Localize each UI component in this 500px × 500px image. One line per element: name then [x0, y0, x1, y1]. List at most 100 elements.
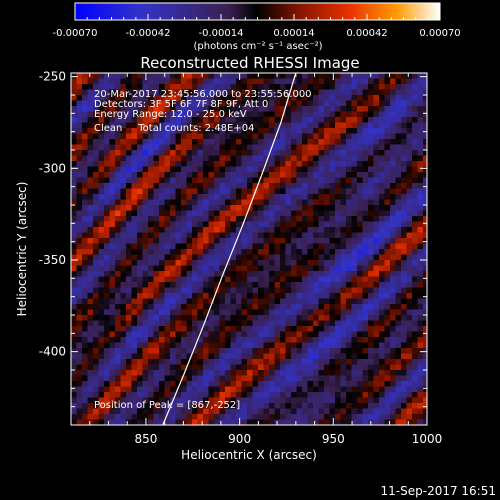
heatmap-pixel: [346, 276, 352, 283]
heatmap-pixel: [131, 331, 138, 338]
heatmap-pixel: [93, 128, 99, 134]
heatmap-pixel: [225, 249, 231, 255]
heatmap-pixel: [181, 133, 187, 140]
heatmap-pixel: [395, 359, 402, 365]
heatmap-pixel: [126, 276, 132, 283]
heatmap-pixel: [307, 155, 314, 162]
heatmap-pixel: [71, 221, 77, 228]
heatmap-pixel: [258, 342, 264, 349]
heatmap-pixel: [230, 166, 237, 173]
heatmap-pixel: [296, 144, 303, 151]
heatmap-pixel: [170, 122, 176, 129]
heatmap-pixel: [170, 359, 176, 365]
heatmap-pixel: [324, 260, 330, 266]
heatmap-pixel: [362, 287, 369, 294]
heatmap-pixel: [98, 331, 105, 338]
heatmap-pixel: [401, 106, 407, 112]
heatmap-pixel: [252, 381, 259, 387]
heatmap-pixel: [120, 128, 127, 134]
heatmap-pixel: [93, 359, 99, 365]
heatmap-pixel: [362, 161, 369, 167]
heatmap-pixel: [186, 205, 193, 211]
heatmap-pixel: [318, 227, 325, 233]
heatmap-pixel: [104, 320, 110, 327]
heatmap-pixel: [225, 254, 231, 261]
heatmap-pixel: [313, 84, 319, 90]
heatmap-pixel: [423, 194, 427, 200]
heatmap-pixel: [357, 221, 363, 228]
heatmap-pixel: [186, 106, 193, 112]
heatmap-pixel: [362, 331, 369, 338]
heatmap-pixel: [104, 364, 110, 371]
heatmap-pixel: [390, 298, 396, 305]
heatmap-pixel: [252, 95, 259, 101]
heatmap-pixel: [269, 298, 275, 305]
heatmap-pixel: [417, 381, 424, 387]
heatmap-pixel: [192, 403, 198, 409]
heatmap-pixel: [197, 221, 204, 228]
heatmap-pixel: [104, 243, 110, 250]
heatmap-pixel: [417, 95, 424, 101]
heatmap-pixel: [142, 100, 149, 107]
heatmap-pixel: [236, 370, 242, 376]
heatmap-pixel: [219, 320, 226, 327]
heatmap-pixel: [406, 315, 413, 321]
heatmap-pixel: [318, 249, 325, 255]
heatmap-pixel: [274, 106, 281, 112]
heatmap-pixel: [104, 403, 110, 409]
heatmap-pixel: [318, 326, 325, 332]
heatmap-pixel: [395, 84, 402, 90]
heatmap-pixel: [395, 326, 402, 332]
heatmap-pixel: [318, 265, 325, 272]
heatmap-pixel: [142, 331, 149, 338]
heatmap-pixel: [302, 227, 308, 233]
heatmap-pixel: [258, 364, 264, 371]
heatmap-pixel: [263, 205, 270, 211]
heatmap-pixel: [379, 386, 385, 393]
heatmap-pixel: [164, 166, 171, 173]
heatmap-pixel: [98, 320, 105, 327]
heatmap-pixel: [115, 183, 121, 189]
heatmap-pixel: [186, 397, 193, 404]
heatmap-pixel: [71, 276, 77, 283]
heatmap-pixel: [192, 188, 198, 195]
heatmap-pixel: [324, 364, 330, 371]
heatmap-pixel: [247, 386, 253, 393]
heatmap-pixel: [175, 348, 182, 354]
heatmap-pixel: [417, 139, 424, 145]
heatmap-pixel: [175, 260, 182, 266]
heatmap-pixel: [164, 293, 171, 299]
heatmap-pixel: [197, 282, 204, 288]
heatmap-pixel: [241, 342, 248, 349]
heatmap-pixel: [263, 227, 270, 233]
heatmap-pixel: [98, 309, 105, 316]
heatmap-pixel: [362, 271, 369, 277]
heatmap-pixel: [164, 172, 171, 178]
heatmap-pixel: [93, 172, 99, 178]
heatmap-pixel: [379, 260, 385, 266]
heatmap-pixel: [302, 84, 308, 90]
heatmap-pixel: [258, 408, 264, 415]
heatmap-pixel: [225, 84, 231, 90]
heatmap-pixel: [263, 331, 270, 338]
x-tick-label: 950: [322, 432, 345, 446]
heatmap-pixel: [87, 232, 94, 239]
heatmap-pixel: [197, 128, 204, 134]
heatmap-pixel: [346, 194, 352, 200]
heatmap-pixel: [335, 100, 341, 107]
heatmap-pixel: [236, 348, 242, 354]
heatmap-pixel: [214, 177, 220, 184]
heatmap-pixel: [153, 194, 160, 200]
heatmap-pixel: [379, 282, 385, 288]
heatmap-pixel: [120, 150, 127, 156]
heatmap-pixel: [340, 128, 347, 134]
heatmap-pixel: [329, 117, 336, 123]
heatmap-pixel: [274, 183, 281, 189]
heatmap-pixel: [197, 78, 204, 85]
heatmap-pixel: [82, 84, 88, 90]
heatmap-pixel: [357, 177, 363, 184]
heatmap-pixel: [164, 326, 171, 332]
heatmap-pixel: [357, 210, 363, 217]
heatmap-pixel: [131, 320, 138, 327]
heatmap-pixel: [423, 100, 427, 107]
